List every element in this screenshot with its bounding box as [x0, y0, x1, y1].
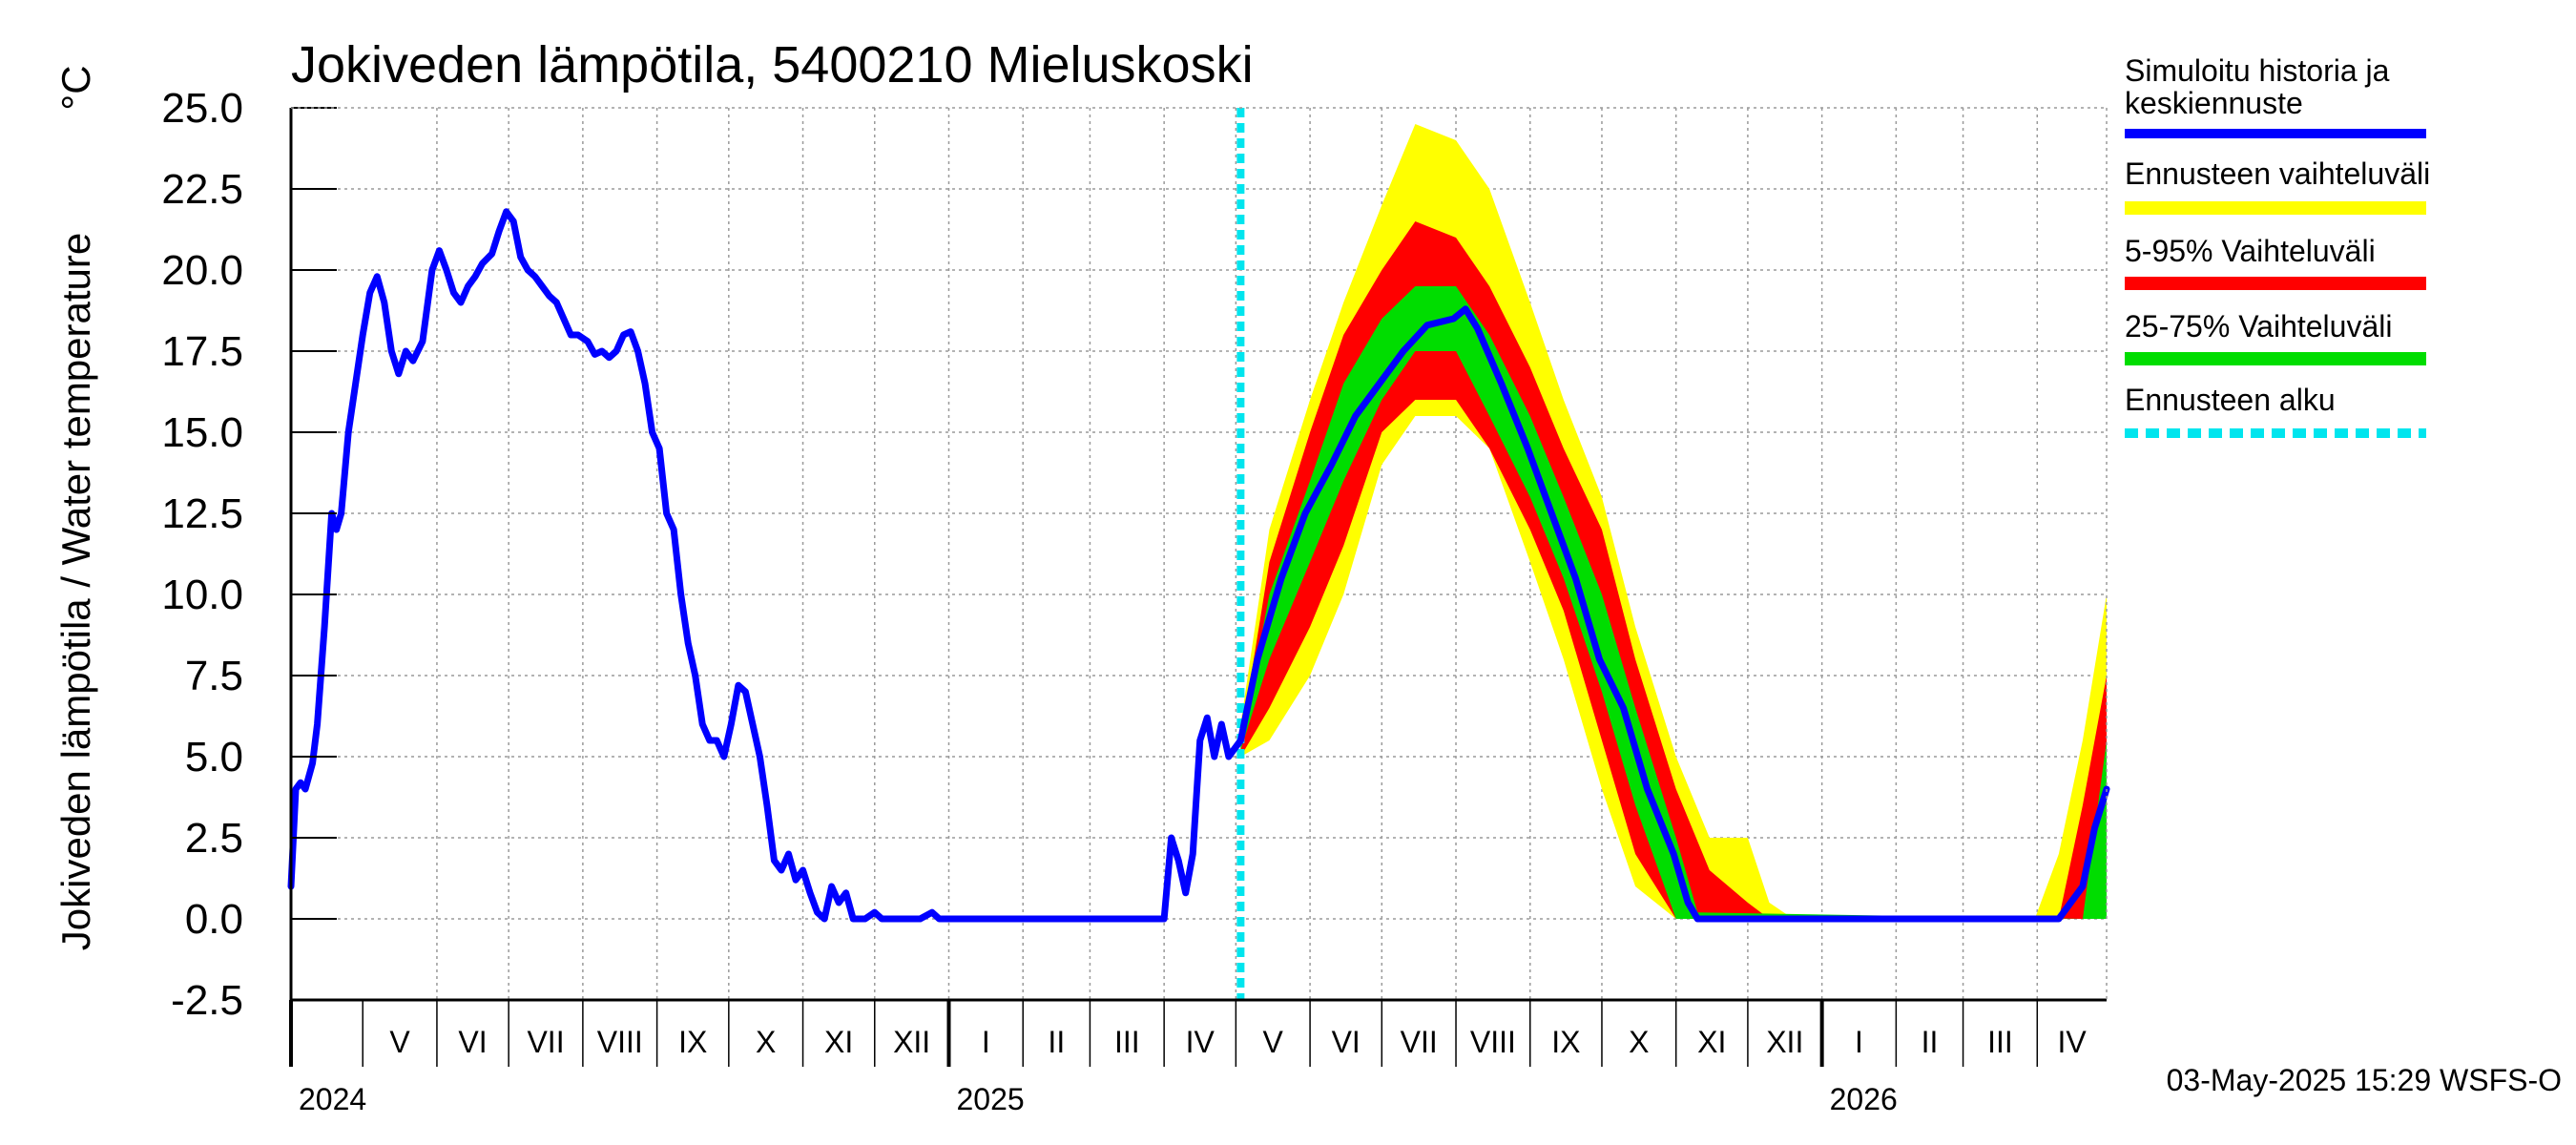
forecast-band	[1240, 221, 2107, 919]
footer-timestamp: 03-May-2025 15:29 WSFS-O	[2167, 1063, 2562, 1097]
month-label: III	[1987, 1025, 2013, 1059]
chart-title: Jokiveden lämpötila, 5400210 Mieluskoski	[291, 36, 1254, 94]
series-lines	[287, 108, 2110, 1000]
y-tick-label: 5.0	[185, 734, 243, 781]
month-label: II	[1922, 1025, 1939, 1059]
month-label: VII	[527, 1025, 564, 1059]
year-label: 2024	[299, 1082, 366, 1116]
month-label: VIII	[597, 1025, 643, 1059]
axes	[289, 107, 2108, 1067]
month-label: XI	[1697, 1025, 1726, 1059]
legend-label: keskiennuste	[2125, 86, 2303, 120]
y-tick-label: 17.5	[161, 328, 243, 375]
month-label: XI	[824, 1025, 853, 1059]
y-tick-label: 7.5	[185, 653, 243, 699]
month-label: II	[1048, 1025, 1065, 1059]
legend-label: 5-95% Vaihteluväli	[2125, 234, 2376, 268]
y-tick-label: 22.5	[161, 166, 243, 213]
month-label: VI	[458, 1025, 487, 1059]
month-label: IX	[678, 1025, 707, 1059]
y-tick-label: -2.5	[171, 977, 243, 1024]
month-label: XII	[893, 1025, 930, 1059]
month-label: VII	[1401, 1025, 1438, 1059]
month-label: VI	[1332, 1025, 1361, 1059]
y-axis-label: Jokiveden lämpötila / Water temperature	[53, 233, 98, 950]
month-label: X	[1629, 1025, 1649, 1059]
month-label: X	[756, 1025, 776, 1059]
y-axis-unit: °C	[53, 65, 98, 110]
y-tick-label: 2.5	[185, 815, 243, 862]
month-label: XII	[1766, 1025, 1803, 1059]
month-label: I	[982, 1025, 990, 1059]
legend-label: Ennusteen vaihteluväli	[2125, 156, 2430, 191]
legend-label: 25-75% Vaihteluväli	[2125, 309, 2392, 344]
y-tick-label: 25.0	[161, 85, 243, 132]
month-label: III	[1114, 1025, 1140, 1059]
month-label: V	[389, 1025, 410, 1059]
month-label: VIII	[1470, 1025, 1516, 1059]
year-label: 2025	[956, 1082, 1024, 1116]
legend-label: Ennusteen alku	[2125, 383, 2336, 417]
month-label: I	[1855, 1025, 1863, 1059]
month-label: IX	[1551, 1025, 1580, 1059]
tick-labels: 25.0 22.5 20.0 17.5 15.0 12.5 10.0 7.5 5.0 2.5 0.0…	[161, 85, 2087, 1116]
month-label: IV	[2058, 1025, 2088, 1059]
y-tick-label: 15.0	[161, 409, 243, 456]
y-tick-label: 20.0	[161, 247, 243, 294]
history-and-forecast-line	[287, 208, 2110, 923]
y-tick-label: 10.0	[161, 572, 243, 618]
y-tick-label: 12.5	[161, 490, 243, 537]
month-label: IV	[1186, 1025, 1215, 1059]
month-label: V	[1263, 1025, 1284, 1059]
grid	[291, 108, 2107, 1000]
y-tick-label: 0.0	[185, 896, 243, 943]
forecast-bands	[1240, 124, 2107, 919]
legend-label: Simuloitu historia ja	[2125, 53, 2390, 88]
year-label: 2026	[1830, 1082, 1898, 1116]
